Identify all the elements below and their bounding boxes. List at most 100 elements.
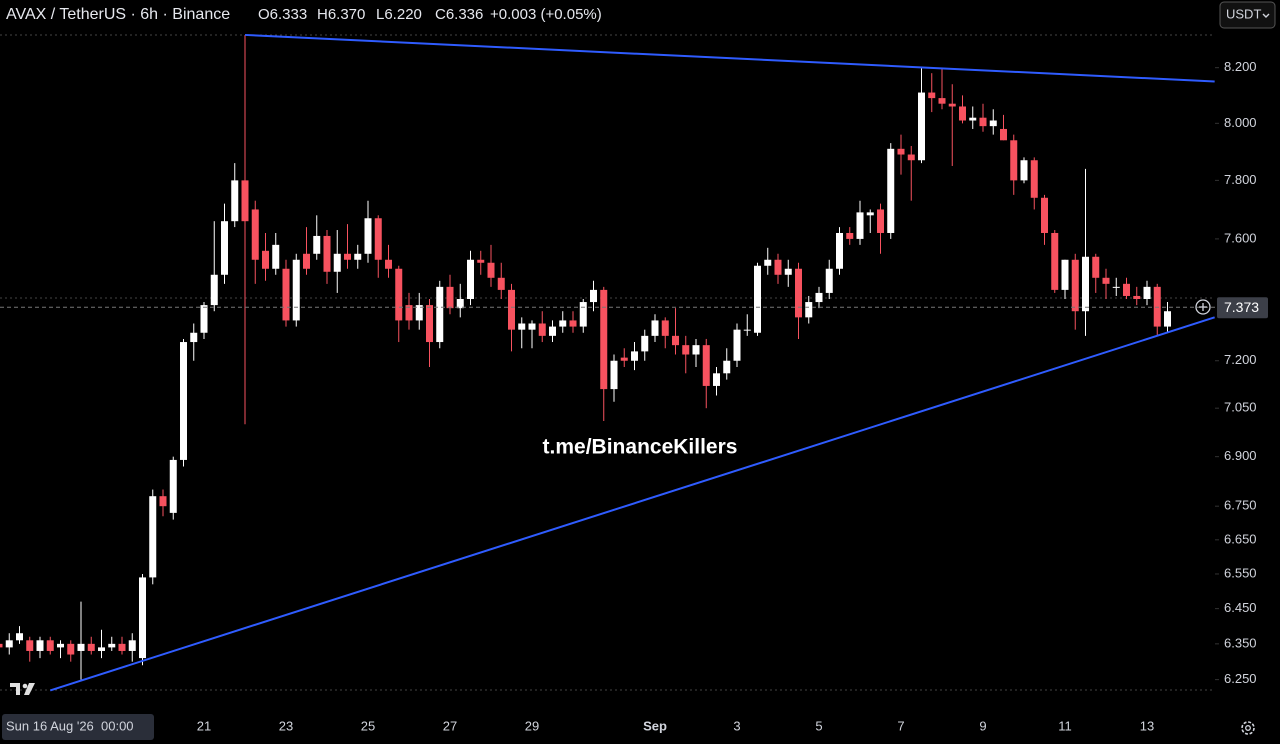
candle-body [118, 643, 126, 651]
candle-body [907, 154, 915, 161]
candle-body [1123, 283, 1130, 296]
candle-body [549, 326, 556, 336]
candle-body [108, 643, 116, 648]
candle-body [446, 286, 454, 309]
candle-body [713, 373, 720, 386]
x-tick-label: 3 [733, 718, 740, 733]
y-tick-label: 6.350 [1224, 635, 1257, 650]
candle-body [866, 212, 874, 216]
candle-body [272, 244, 280, 269]
add-button[interactable] [1195, 299, 1211, 315]
candle-body [200, 305, 208, 333]
candle-body [16, 633, 23, 641]
candle-body [436, 286, 444, 343]
ohlc-change: +0.003 (+0.05%) [490, 6, 602, 23]
candle-body [569, 320, 577, 327]
candle-body [610, 360, 618, 390]
candle-body [1051, 232, 1059, 290]
symbol-title: AVAX / TetherUS · 6h · Binance [6, 6, 230, 23]
candle-body [723, 360, 731, 374]
candle-body [36, 640, 44, 651]
candle-body [1153, 286, 1161, 327]
candle-body [87, 643, 95, 651]
candle-body [1061, 259, 1069, 290]
x-tick-label: Sun 16 Aug '26 00:00 [6, 718, 134, 733]
candle-body [887, 148, 895, 233]
candle-body [1092, 256, 1100, 278]
candle-body [1164, 311, 1171, 327]
y-tick-label: 6.650 [1224, 531, 1257, 546]
candle-body [938, 98, 946, 104]
y-tick-label: 6.550 [1224, 565, 1257, 580]
candle-body [313, 235, 321, 254]
crosshair-time-box [2, 714, 154, 740]
candle-body [46, 640, 54, 651]
x-tick-label: 27 [443, 718, 457, 733]
x-tick-label: 9 [979, 718, 986, 733]
currency-label[interactable]: USDT [1226, 6, 1261, 21]
last-price-box [1217, 297, 1268, 319]
candle-body [221, 221, 228, 275]
x-tick-label: 5 [815, 718, 822, 733]
candle-body [426, 305, 433, 343]
candle-body [825, 268, 833, 293]
candle-body [682, 345, 690, 355]
candle-body [661, 320, 669, 336]
currency-button-box[interactable] [1219, 1, 1276, 29]
candle-body [231, 180, 239, 222]
candle-body [508, 289, 515, 330]
x-tick-label: 13 [1140, 718, 1154, 733]
x-tick-label: 29 [525, 718, 539, 733]
candle-body [303, 253, 310, 269]
candle-body [282, 268, 290, 321]
candle-body [1102, 277, 1110, 284]
candle-body [702, 345, 710, 386]
watermark: t.me/BinanceKillers [543, 436, 738, 459]
candle-body [1010, 140, 1018, 181]
candle-body [897, 148, 905, 155]
candle-body [579, 302, 587, 327]
candle-body [620, 357, 628, 361]
candle-body [364, 218, 372, 254]
candle-body [159, 496, 167, 507]
candle-body [354, 253, 362, 260]
candle-body [395, 268, 403, 321]
candle-body [928, 92, 936, 99]
x-tick-label: 7 [897, 718, 904, 733]
candle-body [590, 289, 597, 303]
candle-body [374, 218, 382, 260]
candle-body [323, 235, 331, 272]
candle-body [149, 496, 157, 578]
candle-body [385, 259, 392, 269]
candle-body [180, 342, 187, 460]
y-tick-label: 7.600 [1224, 230, 1257, 245]
ohlc-open: O6.333 [258, 6, 307, 23]
y-tick-label: 7.200 [1224, 352, 1257, 367]
candle-body [959, 106, 966, 121]
tradingview-logo [10, 683, 35, 695]
x-tick-label: 25 [361, 718, 375, 733]
candle-body [651, 320, 659, 336]
candle-body [784, 268, 792, 275]
candle-body [67, 643, 75, 655]
candle-body [672, 335, 679, 346]
settings-icon[interactable] [1241, 721, 1255, 735]
candle-body [26, 640, 34, 651]
candle-body [456, 299, 464, 309]
last-price-label: 7.373 [1224, 299, 1259, 315]
candle-body [856, 212, 864, 239]
candle-body [5, 640, 13, 648]
currency-button[interactable]: USDT [1219, 1, 1276, 29]
candle-body [1133, 295, 1141, 300]
candle-body [948, 103, 956, 107]
candle-body [979, 117, 987, 127]
candle-body [477, 259, 485, 263]
y-tick-label: 6.900 [1224, 448, 1257, 463]
y-tick-label: 6.750 [1224, 498, 1257, 513]
candle-body [559, 320, 567, 327]
candle-body [497, 277, 505, 290]
candle-body [846, 232, 854, 239]
ohlc-close: C6.336 [435, 6, 483, 23]
